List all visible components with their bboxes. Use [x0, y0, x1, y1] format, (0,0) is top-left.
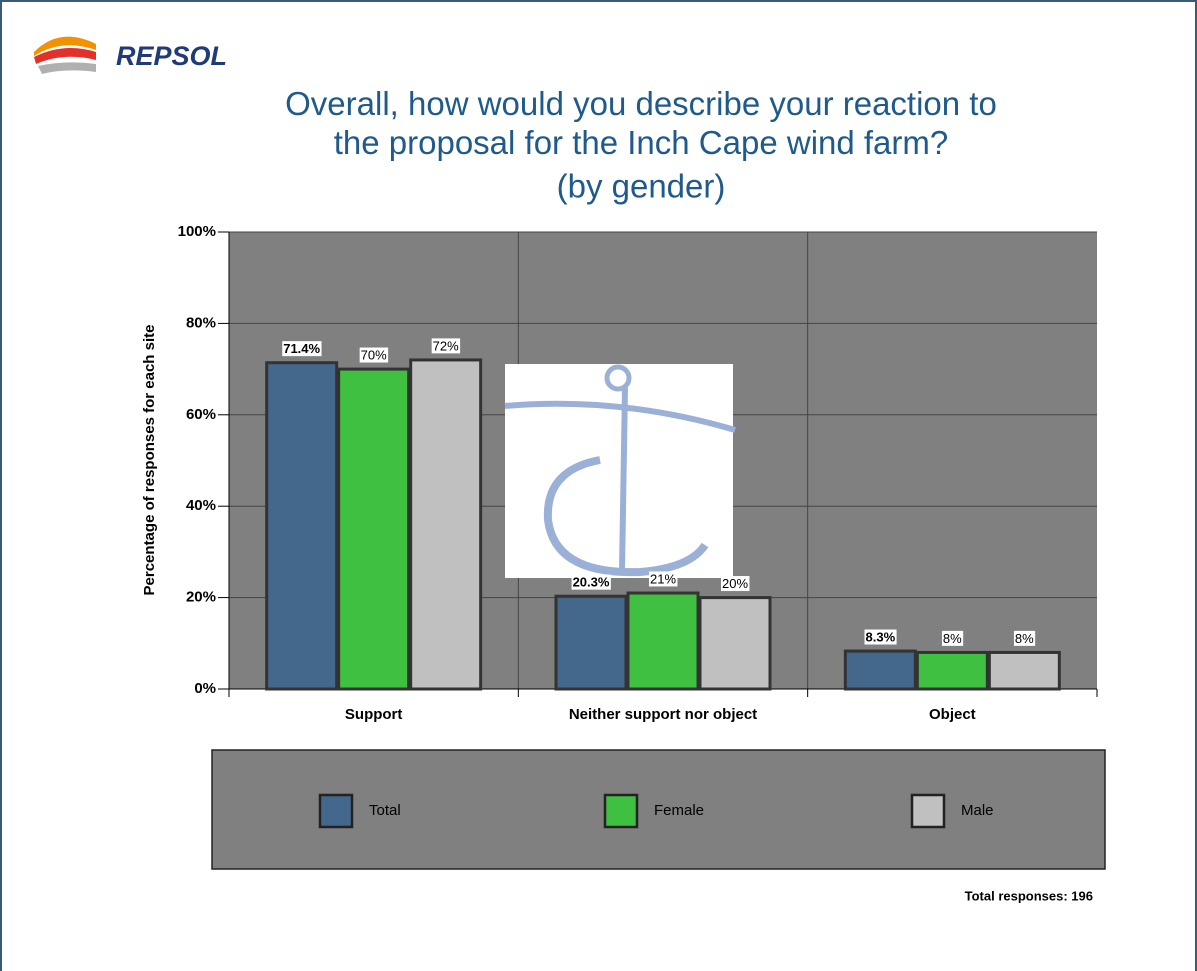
footnote: Total responses: 196 [965, 888, 1093, 903]
legend-swatch [318, 793, 354, 829]
data-label: 20.3% [573, 575, 610, 590]
data-label-bg [431, 338, 461, 354]
logo-text: REPSOL [116, 41, 227, 71]
data-label: 8% [943, 631, 962, 646]
x-tick-label: Object [929, 706, 976, 723]
data-label-bg [941, 630, 964, 646]
bar [265, 361, 339, 691]
legend-label: Female [654, 802, 704, 819]
bar [698, 596, 772, 691]
inch-cape-logo [504, 364, 736, 578]
data-label: 8.3% [866, 630, 896, 645]
y-tick-label: 80% [186, 314, 216, 331]
y-tick-label: 60% [186, 406, 216, 423]
bar [987, 650, 1061, 691]
data-label-bg [359, 347, 389, 363]
logo-mark [34, 36, 96, 74]
legend-box [211, 749, 1106, 870]
data-label: 70% [361, 348, 387, 363]
data-label-bg [571, 574, 611, 590]
x-tick-label: Support [345, 706, 403, 723]
y-tick-label: 0% [194, 680, 216, 697]
legend-label: Total [369, 802, 401, 819]
y-tick-label: 100% [178, 223, 216, 240]
bar [337, 367, 411, 691]
data-label: 71.4% [283, 341, 320, 356]
subtitle: (by gender) [557, 168, 726, 205]
data-label: 8% [1015, 631, 1034, 646]
data-label-bg [864, 629, 897, 645]
data-label: 21% [650, 571, 676, 586]
bar [843, 649, 917, 691]
bar [409, 358, 483, 691]
data-label: 20% [722, 576, 748, 591]
bar [626, 591, 700, 691]
y-axis-label: Percentage of responses for each site [141, 325, 158, 596]
y-tick-label: 20% [186, 589, 216, 606]
bar [915, 650, 989, 691]
y-tick-label: 40% [186, 497, 216, 514]
data-label-bg [720, 576, 750, 592]
legend-swatch [910, 793, 946, 829]
data-label-bg [648, 571, 678, 587]
data-label-bg [282, 341, 322, 357]
data-label: 72% [433, 338, 459, 353]
x-tick-label: Neither support nor object [569, 706, 757, 723]
legend-label: Male [961, 802, 994, 819]
legend-swatch [603, 793, 639, 829]
bar [554, 594, 628, 691]
data-label-bg [1013, 630, 1036, 646]
chart-title: Overall, how would you describe your rea… [285, 85, 997, 161]
